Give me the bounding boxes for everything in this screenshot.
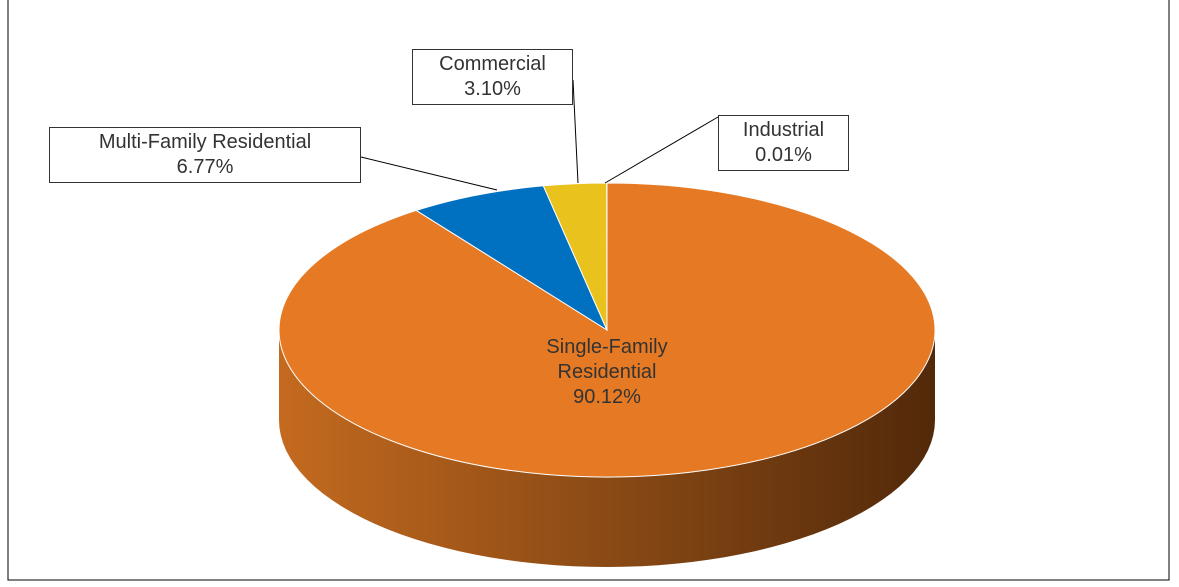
data-label: Industrial 0.01% <box>718 115 849 171</box>
value-label: 3.10% <box>464 78 521 100</box>
leader-line <box>604 116 719 184</box>
category-label: Multi-Family Residential <box>98 131 312 153</box>
slice <box>415 185 609 332</box>
value-label: 0.01% <box>755 144 812 166</box>
category-label: Industrial <box>742 119 825 141</box>
category-label: Commercial <box>439 53 546 75</box>
slice-side <box>279 330 935 567</box>
data-label: Single-Family Residential 90.12% <box>537 335 677 410</box>
value-label: 6.77% <box>176 156 234 178</box>
data-label: Multi-Family Residential 6.77% <box>49 127 361 183</box>
leader-line <box>572 79 579 184</box>
category-label: Single-Family Residential <box>546 336 668 383</box>
value-label: 90.12% <box>573 386 641 408</box>
leader-line <box>360 156 498 191</box>
data-label: Commercial 3.10% <box>412 49 573 105</box>
chart-border <box>7 0 1170 581</box>
